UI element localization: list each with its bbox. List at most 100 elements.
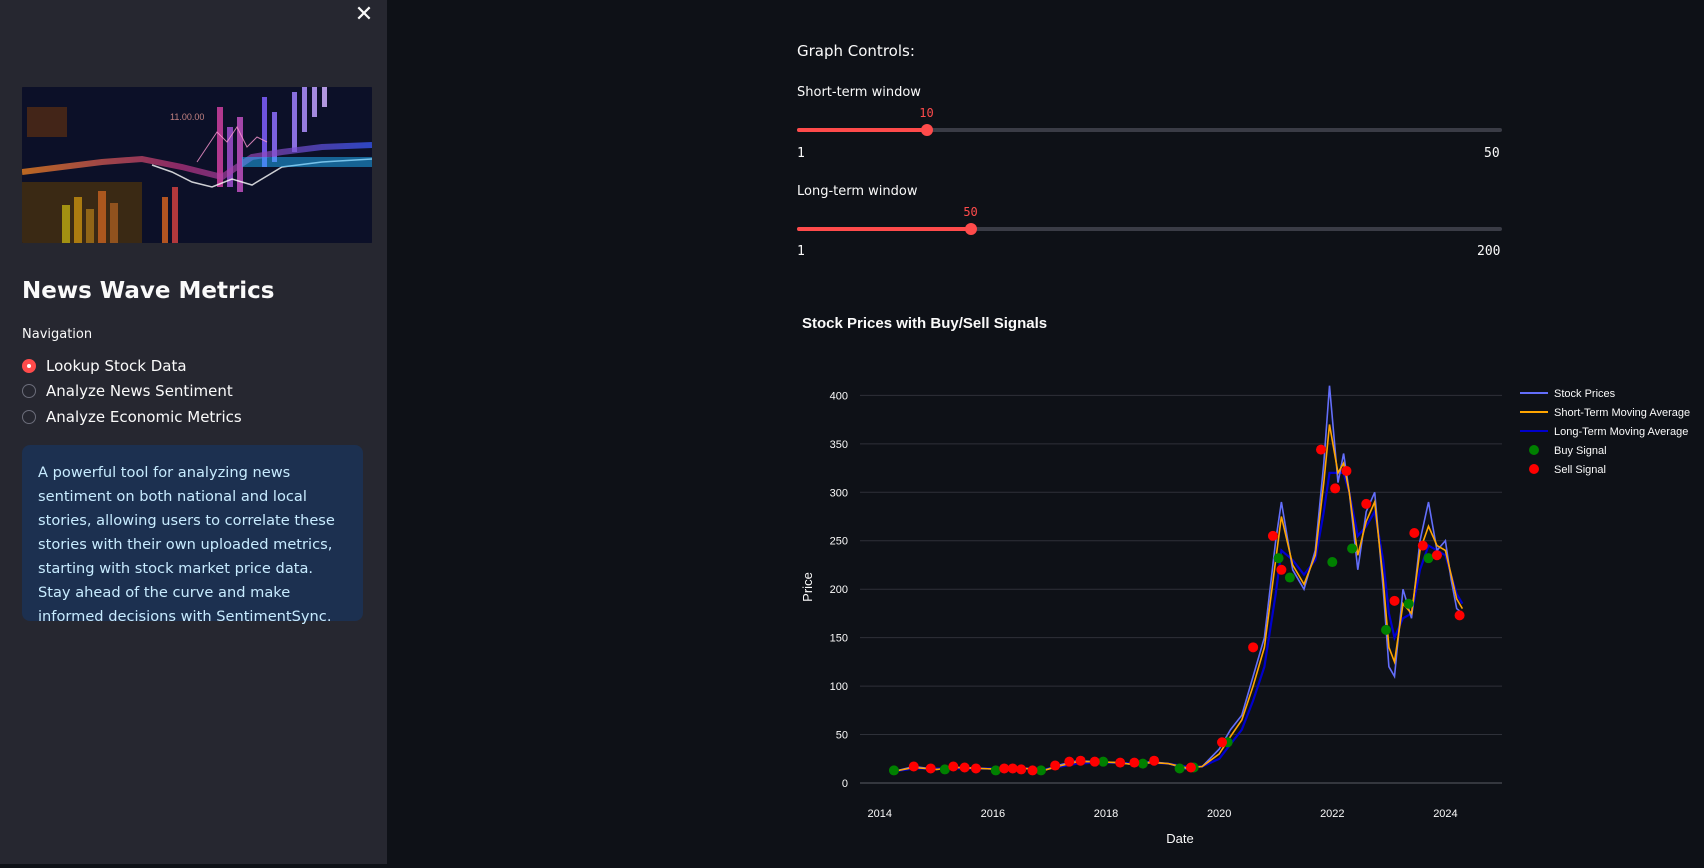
slider-fill [797,128,927,132]
sell-signal-marker [1267,530,1278,541]
buy-signal-marker [1403,598,1414,609]
y-tick-label: 150 [830,633,848,645]
buy-signal-marker [1098,756,1109,767]
nav-option-label: Lookup Stock Data [46,357,187,375]
sell-signal-marker [925,763,936,774]
navigation-label: Navigation [22,327,93,342]
legend-label: Sell Signal [1554,464,1606,476]
sell-signal-marker [1454,610,1465,621]
sell-signal-marker [1217,737,1228,748]
long-term-window-slider[interactable] [797,223,1502,235]
sell-signal-marker [1115,757,1126,768]
sell-signal-marker [1409,527,1420,538]
sell-signal-marker [1417,540,1428,551]
x-tick-label: 2024 [1433,808,1457,820]
chart-title: Stock Prices with Buy/Sell Signals [802,315,1047,332]
y-tick-label: 300 [830,487,848,499]
stock-chart-illustration: 11.00.00 [22,87,372,243]
nav-option-analyze-economic-metrics[interactable]: Analyze Economic Metrics [22,406,242,428]
slider-fill [797,227,971,231]
buy-signal-marker [990,765,1001,776]
hero-image: 11.00.00 [22,87,372,243]
y-tick-label: 0 [842,778,848,790]
buy-signal-marker [1036,765,1047,776]
nav-option-analyze-news-sentiment[interactable]: Analyze News Sentiment [22,380,233,402]
sell-signal-marker [1027,765,1038,776]
stock-chart-svg: Stock Prices with Buy/Sell Signals 0 50 10… [800,315,1690,846]
info-box: A powerful tool for analyzing news senti… [22,445,363,625]
sell-signal-marker [1431,550,1442,561]
app-title: News Wave Metrics [22,278,275,304]
sell-signal-marker [1361,498,1372,509]
legend-label: Buy Signal [1554,445,1607,457]
radio-selected-icon[interactable] [22,359,36,373]
sell-signal-marker [1341,465,1352,476]
sell-signal-marker [1276,564,1287,575]
legend-label: Short-Term Moving Average [1554,407,1690,419]
long-term-window-value: 50 [963,205,978,219]
sell-signal-marker [1315,444,1326,455]
long-term-window-max: 200 [1477,244,1501,259]
sell-signal-marker [1089,756,1100,767]
y-tick-label: 200 [830,584,848,596]
sell-signal-marker [1007,763,1018,774]
x-tick-label: 2020 [1207,808,1231,820]
close-icon: ✕ [354,2,374,27]
hero-chart-text: 11.00.00 [170,112,204,122]
buy-signal-marker [1347,543,1358,554]
sell-signal-marker [970,763,981,774]
y-tick-label: 350 [830,439,848,451]
sell-signal-marker [1064,756,1075,767]
radio-unselected-icon[interactable] [22,410,36,424]
close-sidebar-button[interactable]: ✕ [353,4,375,26]
short-term-window-max: 50 [1484,146,1500,161]
y-tick-label: 250 [830,536,848,548]
sell-signal-marker [999,763,1010,774]
long-term-window-label: Long-term window [797,184,918,199]
buy-signal-marker [1381,624,1392,635]
buy-signal-marker [939,764,950,775]
slider-thumb[interactable] [964,223,977,235]
y-axis-title: Price [800,572,815,602]
nav-option-label: Analyze News Sentiment [46,382,233,400]
legend-dot-swatch [1529,464,1539,474]
x-tick-label: 2014 [868,808,892,820]
stock-chart[interactable]: Stock Prices with Buy/Sell Signals 0 50 10… [780,300,1704,864]
buy-signal-marker [1423,553,1434,564]
buy-signal-marker [1174,763,1185,774]
buy-signal-marker [1327,557,1338,568]
y-tick-label: 100 [830,681,848,693]
nav-option-lookup-stock-data[interactable]: Lookup Stock Data [22,355,187,377]
buy-signal-marker [1273,553,1284,564]
legend-label: Stock Prices [1554,388,1616,400]
legend-dot-swatch [1529,445,1539,455]
buy-signal-marker [1284,572,1295,583]
x-tick-label: 2018 [1094,808,1118,820]
sell-signal-marker [1016,764,1027,775]
sell-signal-marker [948,761,959,772]
sell-signal-marker [1185,762,1196,773]
short-term-window-label: Short-term window [797,85,921,100]
sell-signal-marker [1050,760,1061,771]
slider-thumb[interactable] [920,124,933,136]
x-tick-label: 2016 [981,808,1005,820]
sell-signal-marker [1330,483,1341,494]
buy-signal-marker [1137,758,1148,769]
sell-signal-marker [1129,757,1140,768]
short-term-moving-average-line [893,424,1464,773]
legend-label: Long-Term Moving Average [1554,426,1688,438]
graph-controls-title: Graph Controls: [797,42,915,60]
sell-signal-marker [1389,595,1400,606]
sell-signal-marker [1149,755,1160,766]
x-tick-label: 2022 [1320,808,1344,820]
y-tick-label: 50 [836,730,848,742]
sell-signal-marker [1248,642,1259,653]
buy-signal-marker [888,765,899,776]
short-term-window-min: 1 [797,146,805,161]
sell-signal-marker [1075,755,1086,766]
short-term-window-slider[interactable] [797,124,1502,136]
radio-unselected-icon[interactable] [22,384,36,398]
short-term-window-value: 10 [919,106,934,120]
nav-option-label: Analyze Economic Metrics [46,408,242,426]
long-term-window-min: 1 [797,244,805,259]
